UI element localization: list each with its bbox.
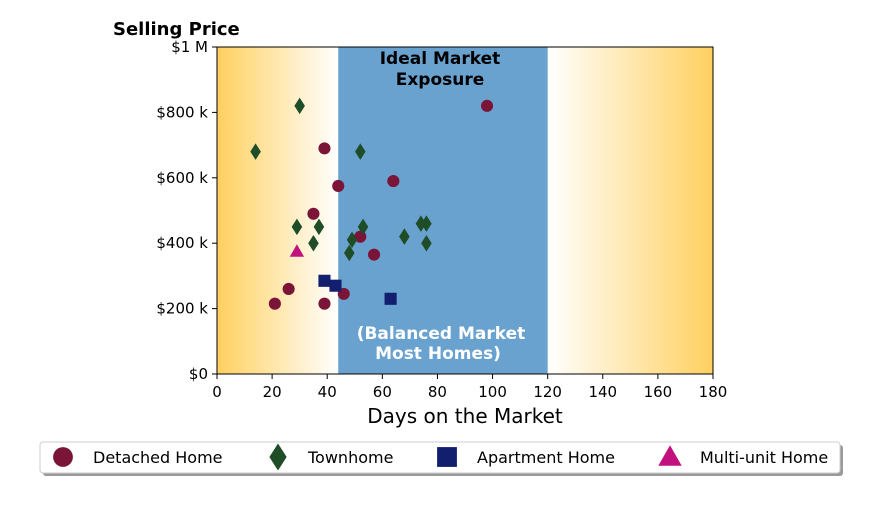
data-markers: [250, 97, 494, 310]
legend-label-multi-unit-home: Multi-unit Home: [700, 448, 828, 467]
annotation-top-line2: Exposure: [396, 70, 485, 90]
townhome-point: [415, 215, 427, 232]
legend-label-townhome: Townhome: [307, 448, 393, 467]
townhome-point: [291, 218, 303, 236]
y-tick-label: $400 k: [156, 234, 208, 252]
detached-home-point: [318, 297, 331, 310]
y-tick-label: $1 M: [171, 38, 208, 56]
y-axis: $0 $200 k $400 k $600 k $800 k $1 M: [156, 38, 217, 383]
gradient-region-left: [217, 47, 339, 374]
detached-home-point: [268, 297, 281, 310]
x-tick-label: 40: [318, 383, 337, 401]
plot-background: [217, 47, 713, 374]
legend-label-apartment-home: Apartment Home: [477, 448, 615, 467]
y-tick-label: $0: [189, 365, 208, 383]
annotation-top-line1: Ideal Market: [380, 49, 501, 69]
y-tick-label: $800 k: [156, 103, 208, 121]
legend-label-detached-home: Detached Home: [93, 448, 223, 467]
annotation-bottom-line1: (Balanced Market: [357, 324, 526, 344]
townhome-point: [313, 218, 325, 236]
townhome-point: [399, 228, 410, 245]
townhome-point: [250, 143, 261, 160]
detached-home-point: [307, 207, 320, 220]
legend-marker-multi-unit-home: [658, 445, 682, 466]
x-axis: 0 20 40 60 80 100 120 140 160 180: [212, 374, 727, 401]
townhome-point: [343, 244, 355, 262]
apartment-home-point: [329, 279, 342, 292]
legend-marker-apartment-home: [437, 447, 457, 467]
y-tick-label: $600 k: [156, 169, 208, 187]
detached-home-point: [332, 179, 345, 193]
chart-title: Selling Price: [113, 19, 240, 40]
x-tick-label: 20: [263, 383, 282, 401]
detached-home-point: [480, 99, 494, 112]
detached-home-point: [282, 282, 295, 296]
x-axis-label: Days on the Market: [367, 404, 563, 428]
legend: Detached Home Townhome Apartment Home Multi…: [39, 441, 843, 476]
x-tick-label: 160: [644, 383, 673, 401]
townhome-point: [355, 143, 366, 160]
x-tick-label: 100: [478, 383, 507, 401]
townhome-point: [421, 215, 432, 232]
townhome-point: [357, 218, 369, 236]
townhome-point: [308, 234, 319, 252]
detached-home-point: [368, 248, 381, 261]
legend-marker-townhome: [269, 443, 287, 471]
y-tick-label: $200 k: [156, 300, 208, 318]
detached-home-point: [318, 142, 331, 155]
annotation-bottom-line2: Most Homes): [375, 344, 501, 364]
plot-frame: [216, 46, 714, 375]
townhome-point: [346, 231, 358, 249]
townhome-point: [421, 234, 432, 252]
x-tick-label: 60: [373, 383, 392, 401]
x-tick-label: 180: [699, 383, 728, 401]
apartment-home-point: [318, 274, 331, 287]
x-tick-label: 80: [428, 383, 447, 401]
annotations: Ideal Market Exposure (Balanced Market M…: [357, 49, 526, 364]
ideal-exposure-band: [338, 47, 548, 374]
multi-unit-home-point: [289, 244, 305, 257]
townhome-point: [294, 97, 305, 115]
x-tick-label: 0: [212, 383, 222, 401]
detached-home-point: [387, 175, 400, 188]
legend-marker-detached-home: [53, 447, 73, 467]
x-tick-label: 120: [533, 383, 562, 401]
gradient-region-right: [547, 47, 713, 374]
apartment-home-point: [384, 292, 397, 305]
x-tick-label: 140: [588, 383, 617, 401]
